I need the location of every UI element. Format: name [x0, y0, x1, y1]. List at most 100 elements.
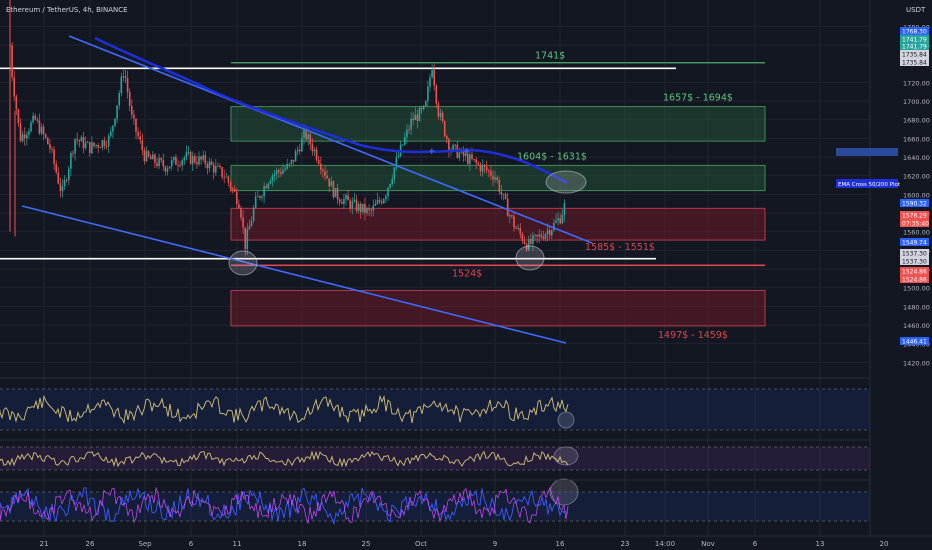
candle-body — [164, 166, 167, 172]
ema-cross-marker: + — [463, 147, 471, 157]
price-tick-6: 1640.00 — [903, 154, 930, 162]
candle-body — [345, 195, 347, 200]
time-axis-bg — [0, 536, 932, 550]
candle-body — [307, 134, 309, 140]
candle-body — [530, 239, 532, 244]
price-label-bg-7 — [900, 219, 929, 227]
candle-body — [448, 139, 450, 151]
price-label-bg-10 — [900, 257, 929, 265]
candle-body — [536, 234, 538, 237]
candle-body — [362, 203, 364, 212]
candle-body — [242, 217, 244, 228]
candle-body — [301, 137, 303, 152]
price-label-bg-0 — [900, 27, 929, 35]
candle-body — [137, 131, 139, 137]
candle-body — [11, 45, 13, 78]
candle-body — [479, 164, 482, 172]
candle-body — [23, 134, 26, 139]
candle-body — [521, 234, 524, 242]
candle-body — [328, 178, 330, 187]
candle-body — [112, 125, 114, 132]
price-tick-3: 1700.00 — [903, 98, 930, 106]
price-tick-13: 1500.00 — [903, 285, 930, 293]
candle-body — [481, 165, 484, 172]
price-tick-14: 1480.00 — [903, 303, 930, 311]
candle-body — [278, 170, 280, 173]
candle-body — [494, 177, 496, 180]
candle-body — [204, 155, 207, 165]
candle-body — [189, 151, 192, 164]
time-tick-12: Nov — [701, 540, 715, 548]
candle-body — [19, 123, 22, 142]
candle-body — [32, 115, 34, 123]
time-tick-0: 21 — [40, 540, 49, 548]
candle-body — [374, 203, 377, 206]
candle-body — [267, 183, 270, 189]
candle-body — [227, 176, 230, 183]
candle-body — [101, 140, 104, 148]
candle-body — [292, 159, 295, 162]
candle-body — [347, 195, 349, 201]
candle-body — [404, 137, 406, 145]
candle-body — [485, 166, 488, 171]
zone-2 — [230, 207, 766, 241]
candle-body — [76, 139, 78, 141]
annotations — [228, 170, 587, 506]
candle-body — [89, 141, 91, 154]
price-axis[interactable]: 1780.001760.001720.001700.001680.001660.… — [836, 0, 932, 550]
candle-body — [418, 107, 421, 122]
time-axis[interactable]: 21 26 Sep 6 11 18 25 Oct 9 16 23 14:00 Nov 6 13 20 — [0, 535, 932, 550]
candle-body — [166, 168, 169, 172]
candle-body — [320, 163, 322, 170]
candle-body — [55, 163, 57, 173]
candle-body — [311, 144, 314, 152]
price-tick-4: 1680.00 — [903, 117, 930, 125]
candle-body — [116, 105, 118, 119]
price-label-9: 1537.30 — [902, 251, 927, 258]
price-label-bg-12 — [900, 275, 929, 283]
candle-body — [299, 149, 301, 152]
candle-body — [555, 220, 557, 223]
time-tick-8: 9 — [493, 540, 497, 548]
candle-body — [248, 226, 251, 230]
price-label-7: 07:35:40 — [902, 221, 929, 228]
candle-body — [378, 199, 381, 202]
candle-body — [13, 77, 15, 97]
price-label-bg-4 — [900, 58, 929, 66]
candle-body — [397, 155, 400, 158]
trendlines: + + — [21, 35, 593, 344]
candle-body — [559, 218, 561, 224]
candle-body — [194, 155, 196, 163]
candle-body — [322, 169, 324, 172]
candle-body — [196, 162, 198, 165]
currency-label[interactable]: USDT — [906, 6, 926, 14]
candle-body — [343, 199, 345, 204]
candle-body — [30, 122, 32, 132]
candle-body — [471, 154, 473, 160]
candle-body — [422, 105, 425, 110]
candle-body — [427, 86, 429, 102]
candle-body — [63, 179, 66, 187]
candle-body — [488, 170, 490, 172]
candle-body — [246, 229, 249, 250]
candle-body — [229, 182, 232, 189]
candle-body — [78, 140, 81, 142]
candle-body — [231, 188, 234, 190]
candle-body — [509, 215, 511, 217]
price-tick-2: 1720.00 — [903, 79, 930, 87]
candle-body — [49, 144, 51, 149]
candle-body — [483, 165, 486, 167]
candle-body — [65, 179, 68, 181]
candle-body — [183, 157, 186, 161]
price-label-bg-6 — [900, 211, 929, 219]
price-label-bg-13 — [900, 337, 929, 345]
candle-body — [338, 199, 341, 203]
candle-body — [425, 101, 427, 106]
candles — [9, 0, 566, 256]
candle-body — [91, 142, 93, 154]
candle-body — [513, 216, 515, 228]
time-tick-5: 18 — [298, 540, 307, 548]
symbol-title[interactable]: Ethereum / TetherUS, 4h, BINANCE — [6, 6, 128, 14]
candle-body — [401, 144, 404, 146]
